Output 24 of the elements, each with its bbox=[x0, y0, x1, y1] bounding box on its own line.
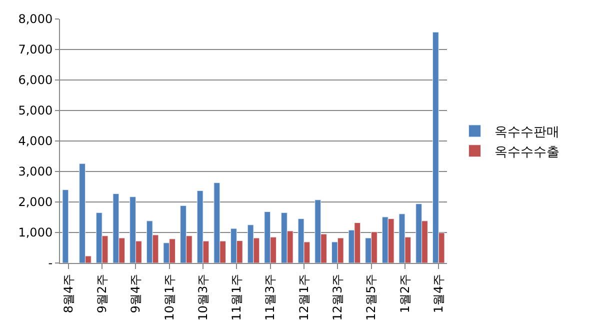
y-tick-label: 3,000 bbox=[18, 164, 53, 179]
y-tick-label: 2,000 bbox=[18, 195, 53, 210]
y-tick-label: 4,000 bbox=[18, 134, 53, 148]
x-tick-label: 10월1주 bbox=[162, 274, 176, 321]
y-tick-label: 8,000 bbox=[18, 12, 53, 26]
y-tick-label: 7,000 bbox=[18, 42, 53, 57]
legend-label: 옥수수판매 bbox=[494, 125, 560, 140]
x-tick-label: 11월3주 bbox=[263, 274, 278, 321]
x-tick-label: 12월1주 bbox=[296, 274, 311, 321]
x-tick-label: 10월3주 bbox=[196, 274, 210, 321]
x-tick-label: 9월2주 bbox=[94, 274, 109, 314]
legend-label: 옥수수수출 bbox=[494, 144, 560, 160]
x-tick-label: 1월2주 bbox=[398, 274, 412, 314]
y-tick-label: 6,000 bbox=[18, 73, 53, 88]
x-tick-label: 12월3주 bbox=[330, 274, 345, 321]
x-tick-label: 1월4주 bbox=[431, 274, 446, 314]
bar bbox=[62, 190, 69, 263]
x-tick-label: 11월1주 bbox=[230, 274, 244, 321]
x-tick-label: 9월4주 bbox=[128, 274, 143, 314]
y-tick-label: 1,000 bbox=[18, 226, 53, 240]
x-tick-label: 8월4주 bbox=[61, 274, 76, 314]
x-tick-label: 12월5주 bbox=[364, 274, 378, 321]
y-tick-label: - bbox=[48, 256, 53, 270]
y-tick-label: 5,000 bbox=[18, 104, 53, 118]
